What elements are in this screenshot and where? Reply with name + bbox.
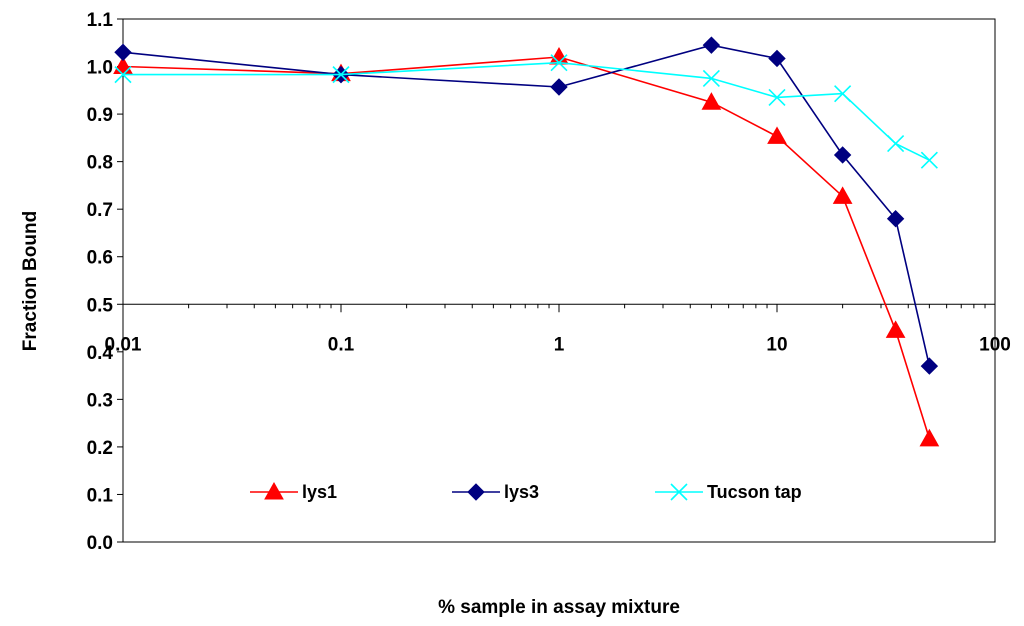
y-tick-label: 0.9 [87,105,113,126]
triangle-marker [885,320,906,338]
series-line [123,61,930,161]
series-tucson-tap [114,54,938,169]
y-tick-label: 0.6 [87,248,113,269]
y-tick-label: 0.5 [87,295,114,316]
diamond-marker [920,357,939,375]
triangle-marker [832,186,853,204]
series-layer [113,36,940,447]
y-tick-label: 0.0 [87,533,113,554]
diamond-marker [768,49,786,68]
x-tick-label: 0.01 [105,334,142,355]
x-marker [768,88,786,107]
y-tick-label: 0.3 [87,390,113,411]
diamond-marker [550,78,568,96]
axis-ticks [117,18,996,543]
x-tick-label: 1 [554,334,565,355]
x-marker [834,85,852,103]
y-tick-label: 0.2 [87,438,113,459]
y-tick-label: 0.8 [87,153,113,174]
diamond-marker [702,36,721,54]
diamond-marker [886,209,905,228]
x-marker [702,69,720,87]
series-line [122,44,931,367]
legend-item: Tucson tap [655,482,802,502]
x-marker [920,151,938,169]
x-tick-label: 100 [979,334,1011,355]
legend-label: lys3 [504,482,539,502]
y-tick-label: 1.0 [87,58,113,79]
triangle-marker [767,126,787,144]
y-tick-label: 0.1 [87,485,114,506]
legend-label: lys1 [302,482,337,502]
y-tick-label: 0.4 [87,343,114,364]
legend-item: lys3 [452,482,539,502]
diamond-marker [467,483,485,501]
series-lys1 [113,47,940,447]
x-axis-tick-labels: 0.01 0.1 1 10 100 [105,334,1011,355]
series-lys3 [114,36,939,375]
x-marker [332,66,350,84]
triangle-marker [919,428,940,447]
triangle-marker [701,92,722,110]
y-axis-title: Fraction Bound [20,211,41,351]
series-line [122,56,931,440]
diamond-marker [114,43,132,61]
legend-label: Tucson tap [707,482,802,502]
legend: lys1 lys3 Tucson tap [250,481,802,502]
x-marker [114,66,132,84]
plot-area [122,18,996,543]
x-marker [670,483,688,501]
diamond-marker [833,146,852,164]
y-axis-tick-labels: 0.0 0.1 0.2 0.3 0.4 0.5 0.6 0.7 0.8 0.9 1.0 1.1 [87,10,114,554]
x-axis-title: % sample in assay mixture [438,597,680,618]
triangle-marker [264,481,284,500]
y-tick-label: 0.7 [87,200,113,221]
x-tick-label: 10 [766,334,787,355]
legend-item: lys1 [250,481,337,502]
y-tick-label: 1.1 [87,10,114,31]
x-tick-label: 0.1 [328,334,355,355]
triangle-marker [549,47,569,65]
x-marker [887,135,905,153]
x-marker [550,54,568,72]
